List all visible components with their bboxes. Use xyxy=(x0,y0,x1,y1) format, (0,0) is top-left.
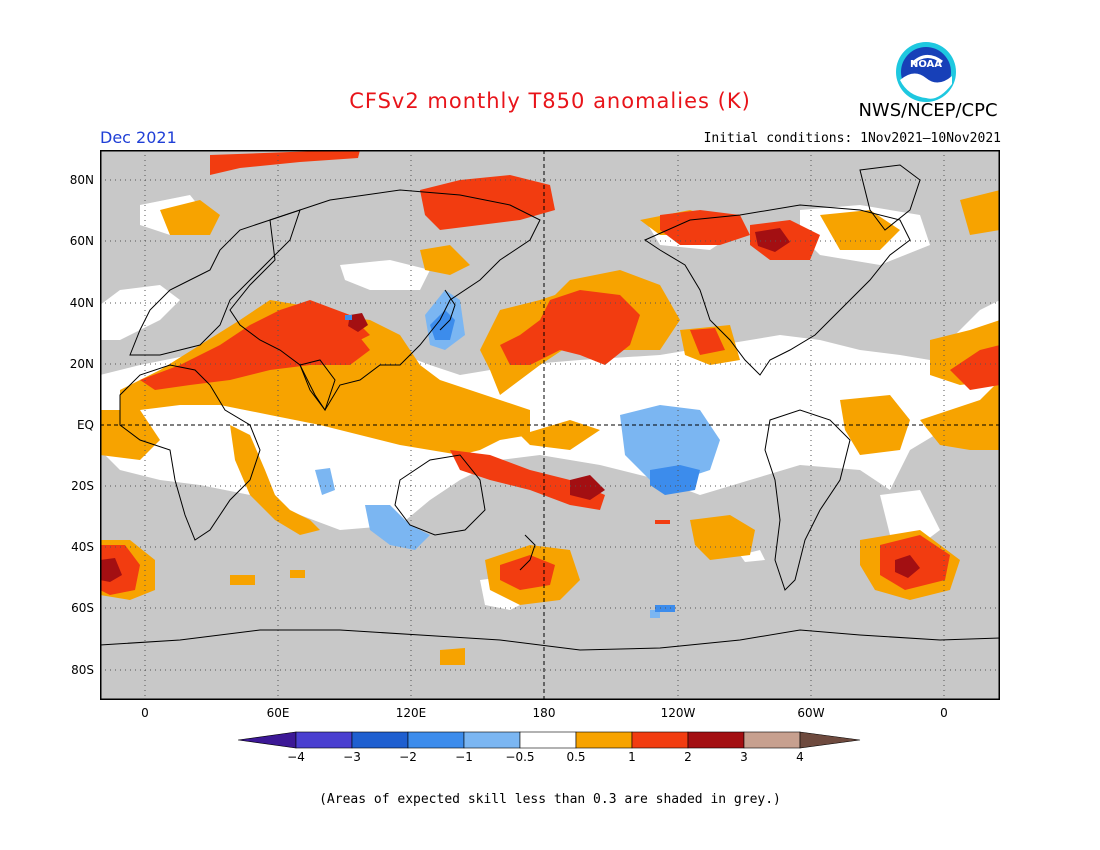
colorbar xyxy=(238,731,861,749)
lon-label-180: 180 xyxy=(532,706,556,720)
colorbar-tick-3: 3 xyxy=(740,750,748,764)
agency-label: NWS/NCEP/CPC xyxy=(858,100,998,121)
colorbar-tick-neg2: −2 xyxy=(399,750,417,764)
map-frame xyxy=(100,150,1000,700)
colorbar-tick-0p5: 0.5 xyxy=(566,750,586,764)
noaa-logo-icon: NOAA xyxy=(896,42,956,102)
lon-label-60e: 60E xyxy=(266,706,290,720)
lat-label-80n: 80N xyxy=(69,173,94,187)
lon-label-60w: 60W xyxy=(797,706,825,720)
colorbar-bin-4 xyxy=(463,731,521,749)
colorbar-bin-7 xyxy=(631,731,689,749)
skill-footnote: (Areas of expected skill less than 0.3 a… xyxy=(319,792,781,807)
colorbar-bin-1 xyxy=(295,731,353,749)
coastlines xyxy=(100,164,1000,651)
logo-text: NOAA xyxy=(910,59,942,70)
colorbar-bin-2 xyxy=(351,731,409,749)
lon-label-0-west: 0 xyxy=(141,706,149,720)
lat-label-60n: 60N xyxy=(69,234,94,248)
lat-label-80s: 80S xyxy=(71,663,94,677)
colorbar-over xyxy=(799,731,861,749)
colorbar-tick-4: 4 xyxy=(796,750,804,764)
anomaly-neg-1-2 xyxy=(345,310,700,612)
colorbar-bin-8 xyxy=(687,731,745,749)
anomaly-neg-0p5-1 xyxy=(315,290,720,618)
colorbar-bin-5 xyxy=(519,731,577,749)
colorbar-tick-neg3: −3 xyxy=(343,750,361,764)
lat-label-40s: 40S xyxy=(71,540,94,554)
colorbar-under xyxy=(238,731,297,749)
chart-title: CFSv2 monthly T850 anomalies (K) xyxy=(349,89,751,113)
colorbar-tick-2: 2 xyxy=(684,750,692,764)
lat-label-60s: 60S xyxy=(71,601,94,615)
initial-conditions-label: Initial conditions: 1Nov2021—10Nov2021 xyxy=(703,131,1001,146)
lat-label-40n: 40N xyxy=(69,296,94,310)
lat-label-20n: 20N xyxy=(69,357,94,371)
lon-label-120e: 120E xyxy=(395,706,427,720)
lon-label-0-east: 0 xyxy=(940,706,948,720)
colorbar-bin-9 xyxy=(743,731,801,749)
colorbar-tick-neg1: −1 xyxy=(455,750,473,764)
lat-label-20s: 20S xyxy=(71,479,94,493)
colorbar-bin-3 xyxy=(407,731,465,749)
anomaly-map xyxy=(100,150,1000,700)
anomaly-2-3 xyxy=(100,228,920,582)
colorbar-tick-neg4: −4 xyxy=(287,750,305,764)
lon-label-120w: 120W xyxy=(660,706,696,720)
lat-label-eq: EQ xyxy=(76,418,94,432)
valid-month-label: Dec 2021 xyxy=(100,128,177,147)
colorbar-bin-6 xyxy=(575,731,633,749)
colorbar-tick-neg0p5: −0.5 xyxy=(505,750,535,764)
colorbar-tick-1: 1 xyxy=(628,750,636,764)
